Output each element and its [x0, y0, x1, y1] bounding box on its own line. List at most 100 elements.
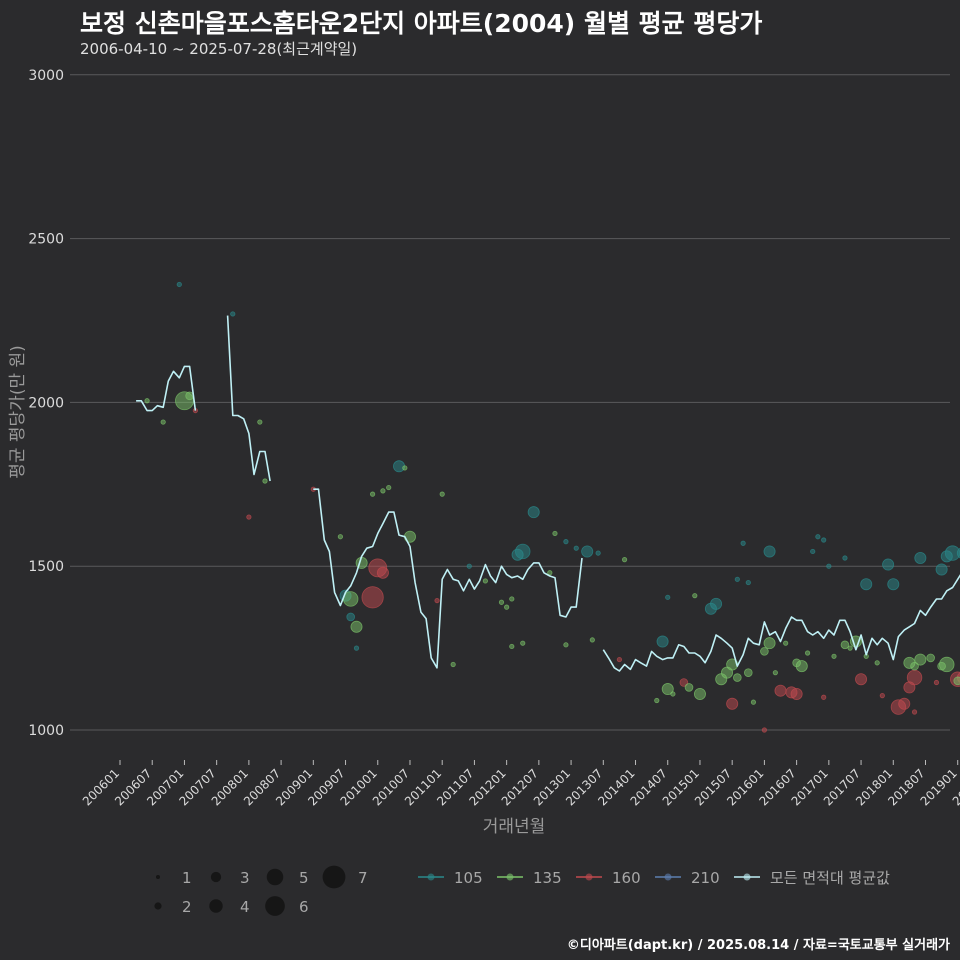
average-line-segment-3 — [602, 574, 960, 672]
size-legend-marker — [155, 874, 161, 880]
x-axis-ticks: 2006012006072007012007072008012008072009… — [80, 760, 960, 809]
point-105 — [581, 545, 594, 558]
color-legend-label-210: 210 — [691, 869, 720, 887]
size-legend-label: 5 — [299, 869, 309, 887]
point-105 — [176, 281, 182, 288]
size-legend: 1 2 3 4 5 6 7 — [154, 865, 368, 916]
point-105 — [346, 612, 355, 622]
size-legend-label: 6 — [299, 898, 309, 916]
point-135 — [926, 653, 935, 663]
point-135 — [144, 398, 150, 404]
point-135 — [498, 599, 505, 605]
point-105 — [745, 579, 751, 586]
point-135 — [520, 640, 526, 646]
point-160 — [898, 697, 911, 710]
color-legend-marker-210 — [664, 873, 672, 881]
point-135 — [482, 578, 488, 584]
point-160 — [616, 656, 623, 663]
point-135 — [509, 596, 515, 602]
size-legend-marker — [265, 896, 285, 916]
point-135 — [684, 683, 694, 692]
point-160 — [906, 669, 923, 686]
gridlines — [70, 74, 950, 731]
point-160 — [761, 727, 768, 733]
point-105 — [887, 578, 900, 591]
point-135 — [831, 653, 837, 659]
point-135 — [847, 645, 853, 651]
point-105 — [734, 576, 740, 582]
scatter-points — [144, 281, 960, 733]
point-135 — [692, 593, 698, 599]
point-135 — [621, 557, 628, 563]
size-legend-label: 7 — [358, 869, 368, 887]
point-135 — [402, 465, 408, 471]
point-105 — [353, 645, 360, 651]
point-105 — [515, 543, 531, 560]
point-105 — [956, 547, 960, 559]
point-105 — [527, 506, 540, 519]
point-135 — [509, 643, 515, 650]
size-legend-marker — [209, 899, 223, 913]
point-105 — [763, 545, 776, 558]
point-135 — [589, 637, 595, 643]
point-105 — [230, 311, 236, 317]
color-legend-marker-all — [743, 873, 751, 881]
point-135 — [661, 683, 674, 696]
point-135 — [450, 661, 456, 668]
point-135 — [953, 676, 960, 686]
point-160 — [376, 566, 389, 579]
y-tick-label: 1000 — [28, 723, 64, 739]
point-160 — [774, 684, 787, 697]
size-legend-marker — [322, 865, 346, 889]
size-legend-marker — [210, 871, 222, 883]
point-105 — [821, 537, 827, 543]
point-160 — [933, 679, 940, 686]
point-135 — [552, 530, 558, 537]
point-135 — [337, 534, 343, 540]
point-105 — [710, 597, 723, 610]
point-135 — [386, 484, 392, 491]
point-135 — [772, 670, 778, 676]
size-legend-label: 2 — [182, 898, 192, 916]
color-legend-marker-160 — [585, 873, 593, 881]
point-105 — [935, 563, 948, 576]
color-legend-marker-105 — [427, 873, 435, 881]
point-105 — [842, 555, 848, 561]
average-line-segment-1 — [226, 315, 271, 482]
point-135 — [547, 570, 553, 576]
size-legend-label: 1 — [182, 869, 192, 887]
point-135 — [693, 687, 706, 700]
point-135 — [792, 658, 801, 668]
point-105 — [665, 594, 671, 600]
point-135 — [733, 673, 742, 682]
color-legend-label-160: 160 — [612, 869, 641, 887]
average-line-segment-2 — [313, 488, 583, 669]
average-line-segment-0 — [136, 365, 197, 412]
y-tick-label: 3000 — [28, 68, 64, 84]
source-credit: ©디아파트(dapt.kr) / 2025.08.14 / 자료=국토교통부 실… — [566, 938, 950, 953]
point-135 — [160, 419, 166, 425]
x-axis-title: 거래년월 — [483, 817, 546, 837]
color-legend-label-all: 모든 면적대 평균값 — [770, 869, 890, 887]
chart-title: 보정 신촌마을포스홈타운2단지 아파트(2004) 월별 평균 평당가 — [80, 9, 763, 38]
point-160 — [879, 693, 885, 699]
point-135 — [750, 699, 757, 705]
point-105 — [815, 534, 821, 540]
point-160 — [726, 697, 739, 710]
y-tick-label: 2000 — [28, 395, 64, 411]
color-legend-label-105: 105 — [454, 869, 483, 887]
point-135 — [840, 640, 850, 650]
point-105 — [466, 563, 472, 569]
point-135 — [874, 660, 880, 666]
point-135 — [370, 491, 376, 497]
point-135 — [804, 650, 811, 656]
point-135 — [654, 697, 660, 704]
point-135 — [939, 656, 955, 673]
y-axis-ticks: 1000 1500 2000 2500 3000 — [28, 68, 64, 739]
y-axis-title: 평균 평당가(만 원) — [8, 345, 28, 479]
point-135 — [257, 419, 263, 425]
point-105 — [860, 578, 873, 591]
point-135 — [743, 668, 753, 677]
size-legend-label: 4 — [240, 898, 250, 916]
